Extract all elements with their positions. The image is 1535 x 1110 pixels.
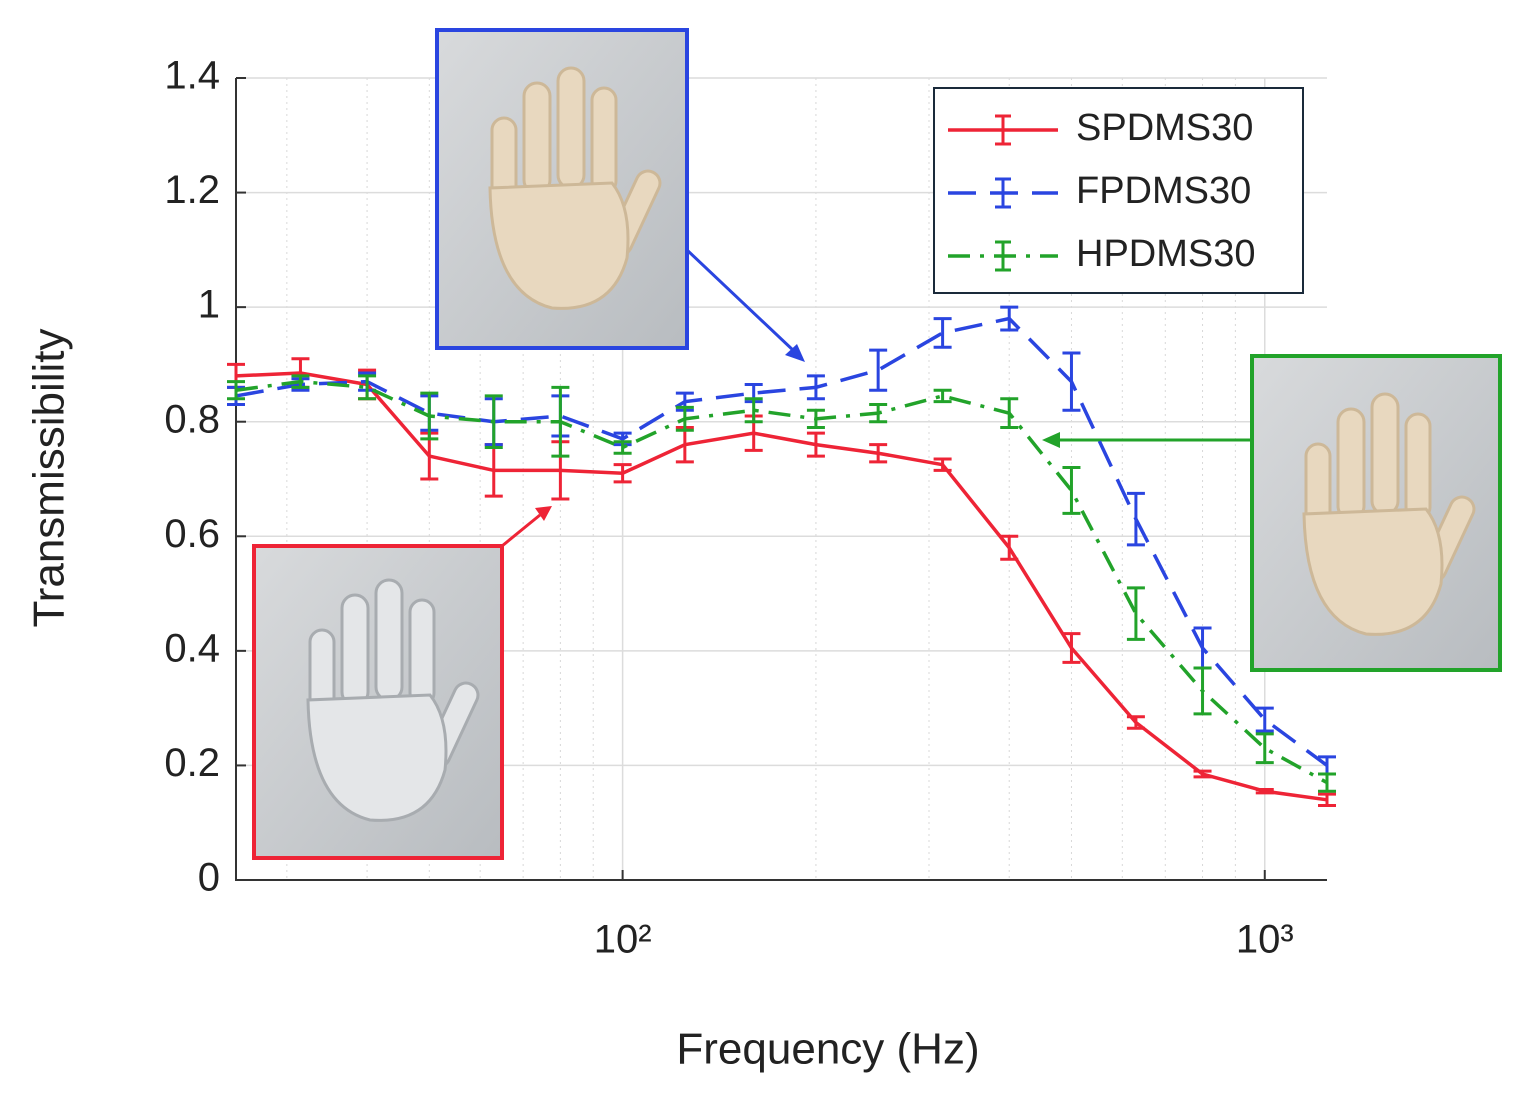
error-bar — [806, 408, 825, 429]
y-tick-label: 1.2 — [164, 168, 220, 212]
error-bar — [744, 397, 763, 424]
error-bar — [1126, 715, 1145, 730]
error-bar — [1255, 787, 1274, 795]
error-bar — [933, 457, 952, 472]
error-bar — [1000, 397, 1019, 429]
error-bar — [869, 403, 888, 424]
x-axis-label: Frequency (Hz) — [676, 1025, 979, 1074]
error-bar — [933, 317, 952, 349]
error-bar — [933, 388, 952, 404]
error-bar — [806, 431, 825, 458]
legend-label: SPDMS30 — [1076, 107, 1253, 149]
inset-green — [1250, 354, 1502, 672]
error-bar — [227, 380, 245, 401]
error-bar — [291, 374, 310, 389]
error-bar — [1255, 706, 1274, 733]
y-tick-label: 0.8 — [164, 397, 220, 441]
error-bar — [613, 440, 632, 455]
arrows — [501, 248, 1252, 548]
inset-red — [252, 544, 504, 860]
inset-blue — [435, 28, 689, 350]
y-tick-label: 0.4 — [164, 626, 220, 670]
error-bar — [675, 405, 694, 432]
error-bar — [1062, 466, 1081, 515]
error-bar — [1062, 351, 1081, 412]
y-axis-label: Transmissibility — [25, 328, 74, 627]
axes — [235, 78, 1327, 881]
error-bar — [1062, 632, 1081, 664]
series-line — [235, 379, 1328, 785]
legend-errorbar — [995, 240, 1011, 272]
error-bar — [1126, 586, 1145, 641]
error-bar — [358, 374, 377, 401]
error-bar — [869, 443, 888, 464]
legend-errorbar — [995, 177, 1011, 209]
error-bar — [1193, 769, 1212, 779]
y-tick-label: 1.4 — [164, 54, 220, 98]
error-bar — [1318, 772, 1336, 793]
error-bar — [1318, 792, 1336, 808]
x-tick-label: 10³ — [1236, 918, 1294, 962]
error-bar — [1000, 305, 1019, 332]
error-bar — [1000, 534, 1019, 561]
error-bar — [1255, 732, 1274, 765]
error-bar — [613, 463, 632, 484]
legend-errorbar — [995, 114, 1011, 146]
x-tick-label: 10² — [594, 918, 652, 962]
y-tick-label: 0 — [198, 856, 220, 900]
error-bar — [420, 391, 439, 441]
y-tick-label: 0.6 — [164, 512, 220, 556]
error-bar — [551, 385, 570, 458]
error-bar — [484, 394, 503, 449]
error-bar — [869, 348, 888, 392]
y-tick-label: 1 — [198, 283, 220, 327]
series-line — [235, 316, 1329, 767]
legend-label: FPDMS30 — [1076, 170, 1251, 212]
legend-label: HPDMS30 — [1076, 233, 1256, 275]
series-line — [235, 371, 1328, 802]
error-bar — [806, 374, 825, 401]
legend-box — [933, 87, 1304, 294]
error-bar — [1193, 666, 1212, 716]
y-tick-label: 0.2 — [164, 741, 220, 785]
error-bar — [1126, 491, 1145, 547]
